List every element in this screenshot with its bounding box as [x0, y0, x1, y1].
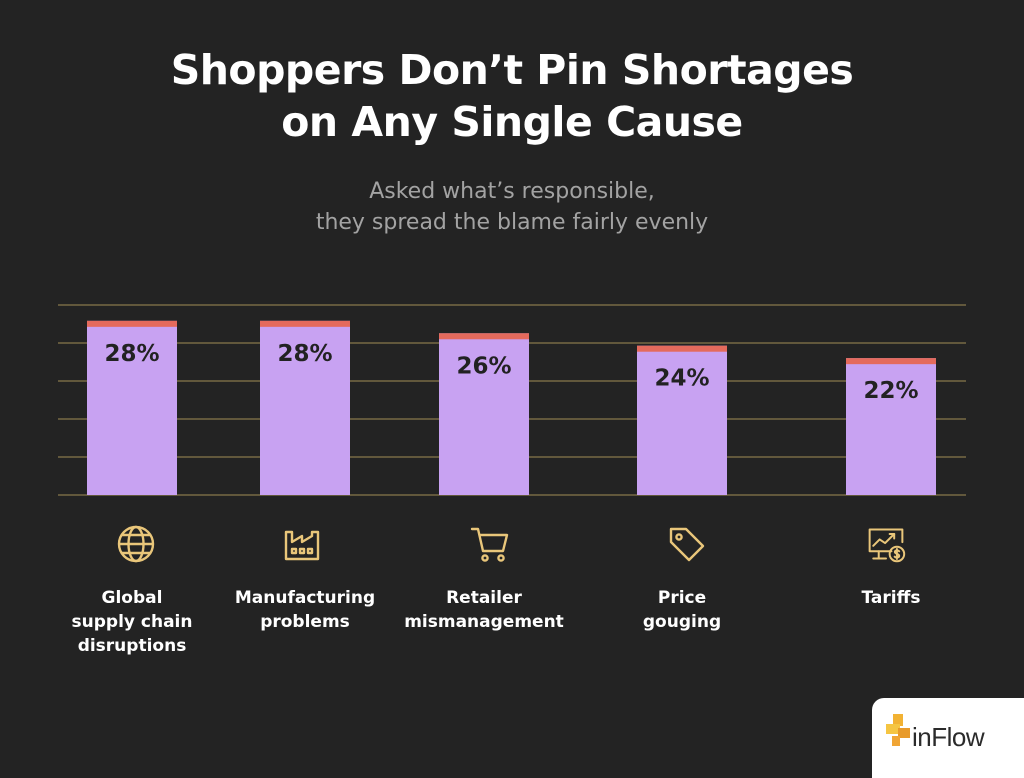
- shopping-cart-icon: [470, 527, 509, 562]
- bar-cap-2: [439, 333, 529, 340]
- inflow-logo-mark: [886, 714, 910, 746]
- bar-2: [439, 333, 529, 495]
- category-label-line: Manufacturing: [234, 588, 376, 608]
- chart-subtitle: Asked what’s responsible, they spread th…: [0, 176, 1024, 238]
- chart-title: Shoppers Don’t Pin Shortages on Any Sing…: [0, 44, 1024, 148]
- inflow-logo: inFlow: [872, 698, 1024, 778]
- bar-1: [260, 320, 350, 495]
- category-label-line: supply chain: [71, 612, 193, 632]
- chart-monitor-dollar-icon: [868, 528, 906, 563]
- price-tag-icon: [669, 527, 705, 562]
- category-label-line: Retailer: [446, 588, 522, 608]
- bar-3: [637, 345, 727, 495]
- category-label-0: Global supply chain disruptions: [42, 586, 222, 658]
- category-label-3: Price gouging: [592, 586, 772, 634]
- bar-cap-0: [87, 320, 177, 327]
- bar-0: [87, 320, 177, 495]
- title-line-1: Shoppers Don’t Pin Shortages: [170, 46, 854, 94]
- category-label-line: Tariffs: [861, 588, 921, 608]
- category-label-line: Global: [101, 588, 163, 608]
- bar-cap-3: [637, 345, 727, 352]
- category-label-line: mismanagement: [404, 612, 564, 632]
- category-label-line: disruptions: [77, 636, 187, 656]
- bar-4: [846, 358, 936, 495]
- bar-value-label-4: 22%: [863, 378, 918, 404]
- title-line-2: on Any Single Cause: [281, 98, 743, 146]
- category-label-2: Retailer mismanagement: [394, 586, 574, 634]
- bar-value-label-0: 28%: [104, 341, 159, 367]
- logo-wordmark: inFlow: [912, 722, 985, 752]
- bar-value-label-1: 28%: [277, 341, 332, 367]
- bar-value-label-2: 26%: [456, 353, 511, 379]
- bar-value-label-3: 24%: [654, 366, 709, 392]
- subtitle-line-1: Asked what’s responsible,: [369, 179, 655, 204]
- category-label-line: Price: [657, 588, 707, 608]
- factory-icon: [284, 530, 320, 561]
- bar-cap-1: [260, 320, 350, 327]
- category-label-4: Tariffs: [801, 586, 981, 610]
- globe-icon: [117, 525, 155, 563]
- bar-cap-4: [846, 358, 936, 365]
- category-label-1: Manufacturing problems: [215, 586, 395, 634]
- subtitle-line-2: they spread the blame fairly evenly: [315, 210, 709, 235]
- category-label-line: problems: [260, 612, 350, 632]
- category-label-line: gouging: [642, 612, 722, 632]
